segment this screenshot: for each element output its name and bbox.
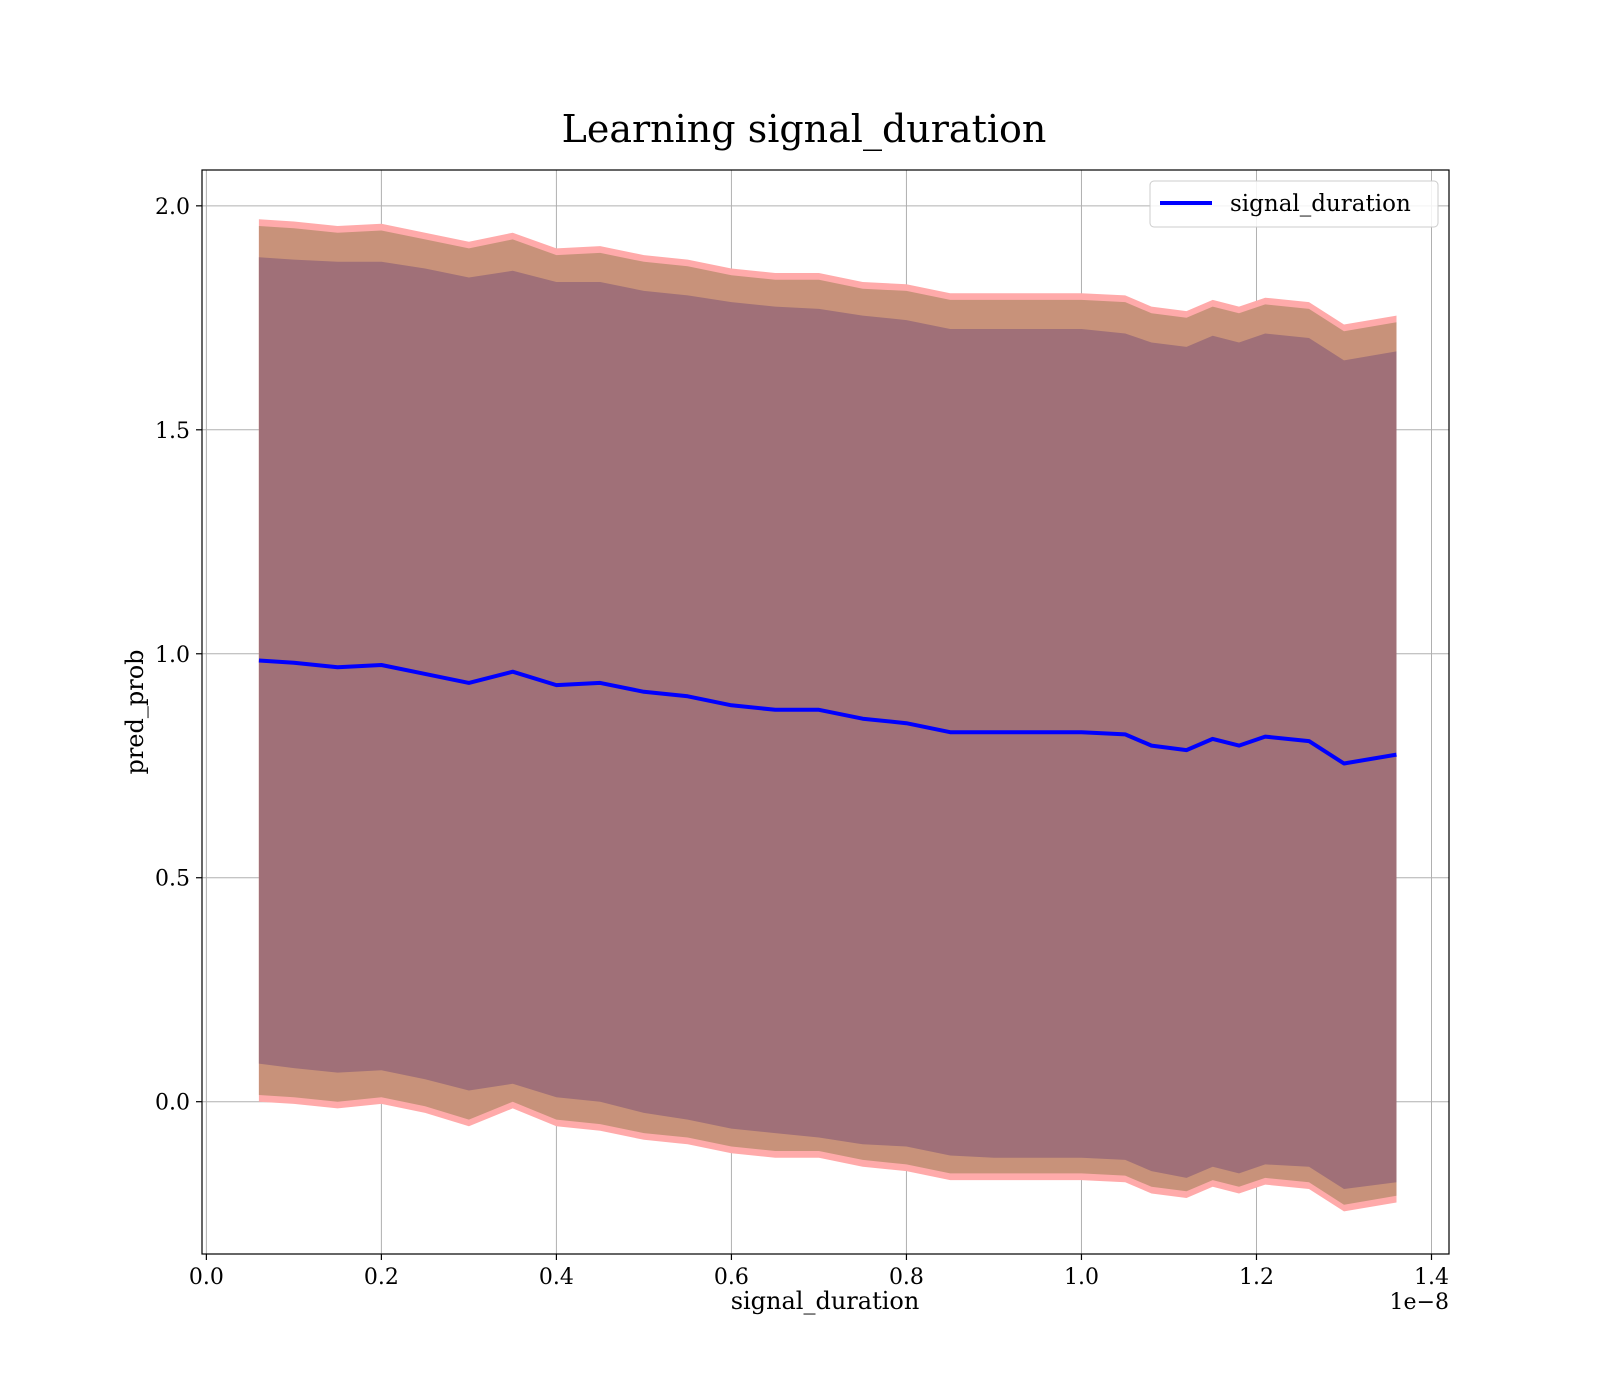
x-tick-label: 1.2 [1239, 1265, 1274, 1290]
x-axis-label: signal_duration [731, 1287, 920, 1315]
x-axis-ticks: 0.0 0.2 0.4 0.6 0.8 1.0 1.2 1.4 [189, 1254, 1449, 1290]
legend-entry-label: signal_duration [1230, 191, 1411, 217]
chart-title: Learning signal_duration [562, 107, 1047, 152]
y-tick-label: 0.0 [155, 1091, 190, 1116]
x-tick-label: 0.0 [189, 1265, 224, 1290]
confidence-band-3 [258, 257, 1397, 1189]
x-tick-label: 0.4 [539, 1265, 574, 1290]
legend: signal_duration [1149, 180, 1439, 228]
x-tick-label: 0.2 [364, 1265, 399, 1290]
plot-frame [201, 169, 1450, 1255]
x-axis-offset-label: 1e−8 [1390, 1290, 1449, 1315]
x-tick-label: 1.4 [1414, 1265, 1449, 1290]
y-axis-label: pred_prob [121, 649, 149, 774]
x-tick-label: 1.0 [1064, 1265, 1099, 1290]
confidence-bands [258, 219, 1397, 1212]
legend-box [1149, 180, 1439, 228]
y-tick-label: 0.5 [155, 867, 190, 892]
series-line-signal_duration [258, 658, 1397, 766]
y-axis-ticks: 0.0 0.5 1.0 1.5 2.0 [155, 195, 202, 1116]
x-tick-label: 0.8 [889, 1265, 924, 1290]
y-tick-label: 1.0 [155, 643, 190, 668]
y-tick-label: 2.0 [155, 195, 190, 220]
x-tick-label: 0.6 [714, 1265, 749, 1290]
series-lines [258, 658, 1397, 766]
y-tick-label: 1.5 [155, 419, 190, 444]
